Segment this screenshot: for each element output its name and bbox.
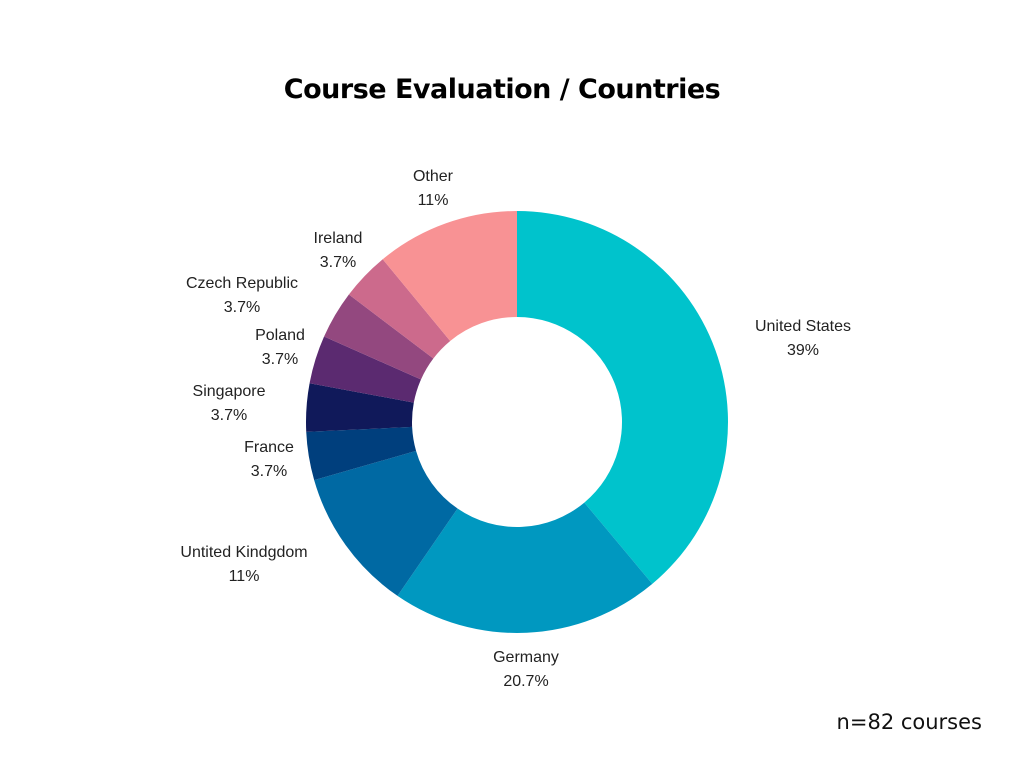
slice-value-label: 11% (229, 568, 260, 585)
slice-poland (309, 336, 421, 403)
slice-value-label: 3.7% (211, 407, 247, 424)
slice-value-label: 20.7% (503, 673, 548, 690)
slice-france (306, 426, 417, 481)
slice-united-states (517, 211, 729, 584)
slice-untited-kindgdom (314, 450, 458, 596)
slice-label: Untited Kindgdom (180, 544, 307, 561)
chart-title: Course Evaluation / Countries (283, 74, 721, 105)
slice-label: Ireland (314, 230, 363, 247)
slice-value-label: 11% (418, 192, 449, 209)
slice-value-label: 3.7% (320, 254, 356, 271)
slice-label: Poland (255, 327, 305, 344)
slice-label: Czech Republic (186, 275, 298, 292)
slice-value-label: 39% (787, 342, 819, 359)
slice-czech-republic (324, 294, 434, 380)
slice-germany (397, 502, 653, 633)
slice-label: Germany (493, 649, 559, 666)
slice-other (382, 211, 517, 342)
slice-singapore (306, 383, 414, 432)
slice-label: Singapore (193, 383, 266, 400)
slice-label: Other (413, 168, 454, 185)
slice-value-label: 3.7% (224, 299, 260, 316)
slice-label: United States (755, 318, 851, 335)
slice-ireland (348, 259, 451, 359)
slice-value-label: 3.7% (251, 463, 287, 480)
slice-value-label: 3.7% (262, 351, 298, 368)
slice-label: France (244, 439, 294, 456)
sample-size-note: n=82 courses (836, 710, 982, 734)
